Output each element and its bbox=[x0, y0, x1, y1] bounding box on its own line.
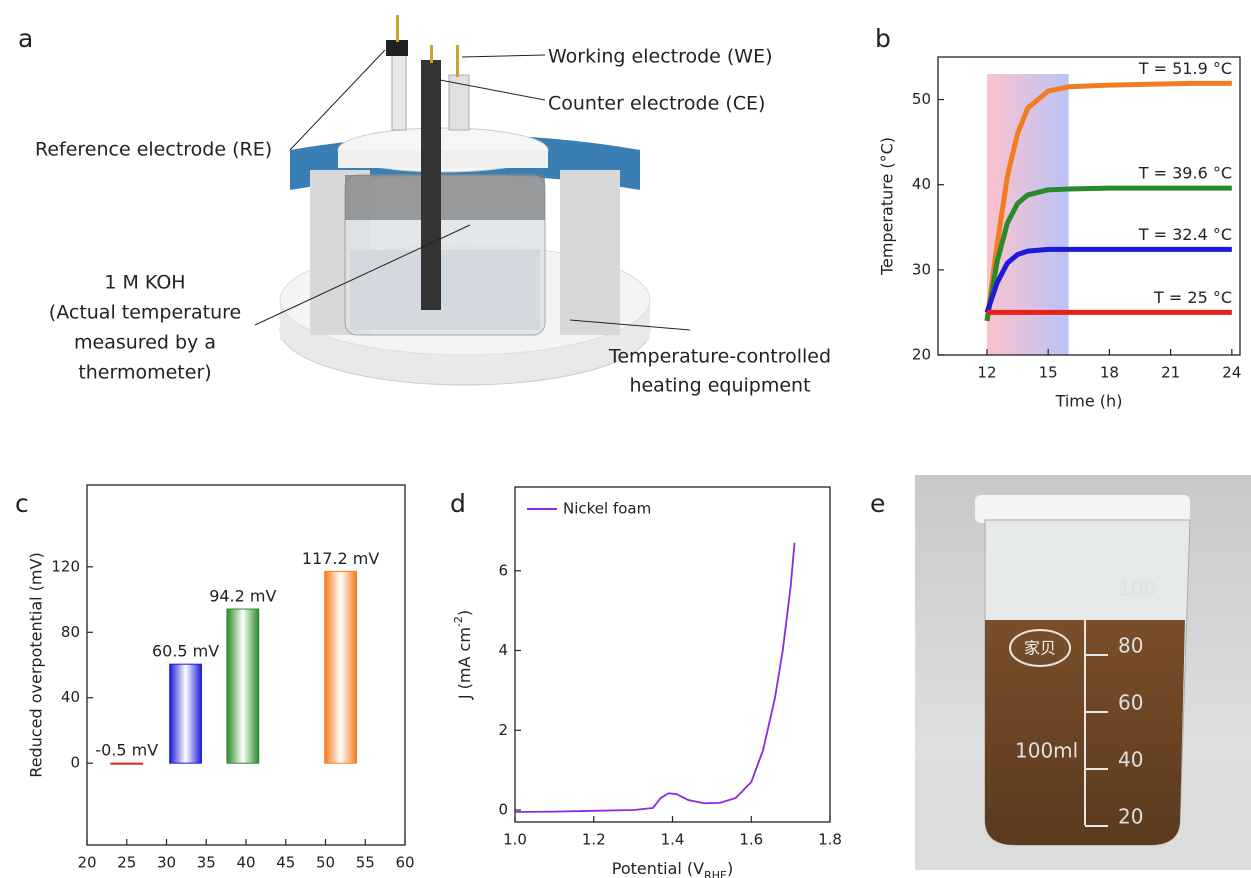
diagram-label: measured by a bbox=[74, 332, 216, 354]
x-axis-title: Time (h) bbox=[1055, 392, 1123, 411]
value-label: 94.2 mV bbox=[209, 587, 276, 606]
y-tick-label: 4 bbox=[498, 641, 508, 659]
series-label: T = 39.6 °C bbox=[1138, 164, 1232, 183]
x-tick-label: 1.6 bbox=[739, 831, 763, 849]
y-tick-label: 0 bbox=[498, 801, 508, 819]
diagram-label: Working electrode (WE) bbox=[548, 46, 773, 68]
x-tick-label: 1.0 bbox=[503, 831, 527, 849]
axis-title-part: ) bbox=[455, 610, 474, 616]
value-label: 117.2 mV bbox=[302, 549, 379, 568]
y-tick-label: 0 bbox=[70, 754, 80, 772]
x-tick-label: 1.4 bbox=[661, 831, 685, 849]
x-tick-label: 21 bbox=[1161, 364, 1180, 382]
diagram-label: thermometer) bbox=[78, 362, 211, 384]
y-tick-label: 120 bbox=[51, 557, 80, 575]
value-label: 60.5 mV bbox=[152, 642, 219, 661]
value-label: -0.5 mV bbox=[95, 741, 158, 760]
x-tick-label: 18 bbox=[1100, 364, 1119, 382]
y-axis-title: Reduced overpotential (mV) bbox=[27, 552, 46, 777]
panel-label: c bbox=[15, 489, 29, 518]
data-line bbox=[515, 543, 795, 812]
diagram-label: Temperature-controlled bbox=[608, 346, 831, 368]
axis-title-part: J (mA cm bbox=[455, 627, 474, 700]
x-tick-label: 12 bbox=[977, 364, 996, 382]
panel-label: d bbox=[450, 489, 466, 518]
legend-label: Nickel foam bbox=[563, 500, 651, 518]
axis-title-part: -2 bbox=[452, 616, 465, 627]
y-tick-label: 50 bbox=[912, 90, 931, 108]
diagram-label: Counter electrode (CE) bbox=[548, 93, 765, 115]
x-tick-label: 55 bbox=[356, 854, 375, 872]
x-tick-label: 20 bbox=[77, 854, 96, 872]
graduation-label: 80 bbox=[1118, 634, 1143, 658]
graduation-label: 100 bbox=[1118, 577, 1156, 601]
y-tick-label: 2 bbox=[498, 721, 508, 739]
diagram-label: Reference electrode (RE) bbox=[35, 139, 272, 161]
series-label: T = 25 °C bbox=[1153, 288, 1232, 307]
y-tick-label: 6 bbox=[498, 561, 508, 579]
x-axis-title: Potential (VRHE) bbox=[612, 859, 734, 878]
bar bbox=[325, 571, 357, 763]
bar bbox=[111, 763, 143, 764]
bar bbox=[227, 609, 259, 763]
beaker-photo bbox=[915, 475, 1251, 870]
brand-label: 家贝 bbox=[1024, 639, 1056, 658]
graduation-label: 60 bbox=[1118, 691, 1143, 715]
series-label: T = 51.9 °C bbox=[1138, 59, 1232, 78]
x-tick-label: 50 bbox=[316, 854, 335, 872]
panel-label: e bbox=[870, 489, 885, 518]
y-axis-title: J (mA cm-2) bbox=[452, 610, 474, 700]
y-tick-label: 40 bbox=[61, 688, 80, 706]
y-tick-label: 20 bbox=[912, 346, 931, 364]
axis-title-part: RHE bbox=[704, 869, 727, 878]
series-label: T = 32.4 °C bbox=[1138, 225, 1232, 244]
x-tick-label: 60 bbox=[395, 854, 414, 872]
x-tick-label: 15 bbox=[1039, 364, 1058, 382]
x-tick-label: 40 bbox=[236, 854, 255, 872]
x-tick-label: 24 bbox=[1222, 364, 1241, 382]
volume-label: 100ml bbox=[1015, 739, 1078, 763]
panel-label: a bbox=[18, 24, 33, 53]
diagram-label: heating equipment bbox=[629, 375, 810, 397]
y-tick-label: 30 bbox=[912, 260, 931, 278]
x-tick-label: 1.2 bbox=[582, 831, 606, 849]
x-tick-label: 25 bbox=[117, 854, 136, 872]
axis-title-part: Potential (V bbox=[612, 859, 704, 878]
y-tick-label: 80 bbox=[61, 623, 80, 641]
graduation-label: 40 bbox=[1118, 748, 1143, 772]
diagram-label: 1 M KOH bbox=[104, 272, 185, 294]
y-axis-title: Temperature (°C) bbox=[878, 137, 897, 276]
cell-schematic bbox=[255, 15, 690, 385]
panel-label: b bbox=[875, 24, 891, 53]
x-tick-label: 30 bbox=[157, 854, 176, 872]
axis-title-part: ) bbox=[727, 859, 733, 878]
x-tick-label: 45 bbox=[276, 854, 295, 872]
x-tick-label: 35 bbox=[197, 854, 216, 872]
y-tick-label: 40 bbox=[912, 175, 931, 193]
x-tick-label: 1.8 bbox=[818, 831, 842, 849]
graduation-label: 20 bbox=[1118, 805, 1143, 829]
bar bbox=[170, 664, 202, 763]
figure: a b c d e Working electrode (WE) Counter elect… bbox=[0, 0, 1251, 878]
diagram-label: (Actual temperature bbox=[49, 302, 241, 324]
